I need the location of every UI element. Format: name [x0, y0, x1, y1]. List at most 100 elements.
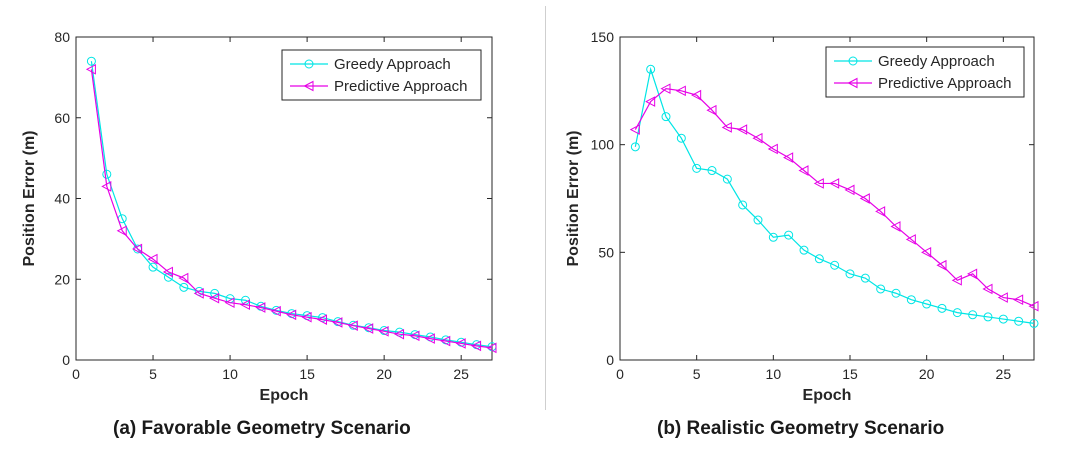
- y-tick-label: 50: [598, 244, 614, 260]
- data-point: [270, 305, 281, 317]
- y-axis-label: Position Error (m): [565, 130, 582, 266]
- x-tick-label: 25: [453, 366, 469, 382]
- data-point: [906, 295, 916, 305]
- data-point: [738, 200, 748, 210]
- data-point: [784, 230, 794, 240]
- data-point: [675, 85, 686, 97]
- data-point: [860, 273, 870, 283]
- data-point: [798, 165, 809, 176]
- legend: Greedy Approach Predictive Approach: [281, 49, 482, 101]
- y-tick-label: 40: [54, 191, 70, 207]
- legend-box: [281, 49, 482, 101]
- data-point: [455, 338, 466, 349]
- data-point: [937, 303, 947, 313]
- data-point: [209, 292, 220, 304]
- x-tick-label: 0: [72, 366, 80, 382]
- data-point: [752, 132, 763, 144]
- series-line: [90, 69, 493, 349]
- data-point: [645, 96, 656, 107]
- data-point: [1029, 318, 1039, 328]
- data-point: [347, 320, 358, 332]
- data-point: [316, 314, 328, 325]
- data-point: [148, 262, 158, 272]
- data-point: [998, 314, 1008, 324]
- data-point: [951, 274, 962, 286]
- data-point: [85, 63, 96, 75]
- data-point: [86, 56, 96, 66]
- data-point: [661, 112, 671, 122]
- data-point: [922, 299, 932, 309]
- data-point: [753, 215, 763, 225]
- series-greedy: [630, 64, 1039, 328]
- data-point: [829, 178, 840, 189]
- data-point: [224, 297, 235, 308]
- panel-divider: [545, 6, 546, 410]
- data-point: [997, 292, 1008, 303]
- data-point: [660, 83, 671, 95]
- y-tick-label: 0: [62, 352, 70, 368]
- data-point: [630, 142, 640, 152]
- data-point: [178, 272, 189, 284]
- data-point: [968, 310, 978, 320]
- caption-b: (b) Realistic Geometry Scenario: [657, 418, 945, 439]
- data-point: [646, 64, 656, 74]
- data-point: [983, 312, 993, 322]
- data-point: [409, 330, 420, 342]
- chart-favorable-geometry: 0 5 10 15 20 25 0 20 40 60 80 Epoch Position Error (…: [21, 29, 497, 404]
- data-point: [239, 299, 250, 311]
- data-point: [102, 169, 112, 179]
- y-tick-label: 60: [54, 110, 70, 126]
- legend-label: Predictive Approach: [878, 75, 1011, 92]
- data-point: [891, 288, 901, 298]
- y-tick-label: 20: [54, 271, 70, 287]
- data-point: [890, 221, 901, 232]
- data-point: [286, 309, 297, 321]
- data-point: [799, 245, 809, 255]
- data-point: [162, 266, 173, 278]
- x-tick-label: 20: [919, 366, 935, 382]
- data-point: [767, 143, 778, 155]
- x-axis-label: Epoch: [803, 387, 852, 404]
- data-point: [737, 124, 748, 135]
- series-line: [634, 88, 1035, 307]
- data-point: [179, 282, 189, 292]
- data-point: [147, 253, 158, 265]
- data-point: [440, 335, 451, 347]
- data-point: [936, 259, 947, 271]
- data-point: [1013, 294, 1024, 306]
- data-point: [768, 232, 778, 242]
- data-point: [301, 311, 312, 323]
- data-point: [721, 122, 732, 133]
- x-tick-label: 10: [766, 366, 782, 382]
- data-point: [952, 308, 962, 318]
- series-predictive: [85, 63, 497, 354]
- legend-marker: [848, 56, 858, 66]
- data-point: [424, 333, 435, 344]
- data-point: [255, 302, 266, 313]
- legend-marker: [304, 59, 314, 69]
- data-point: [783, 152, 794, 163]
- data-point: [132, 243, 143, 255]
- x-tick-label: 15: [299, 366, 315, 382]
- data-point: [116, 225, 127, 237]
- data-point: [813, 178, 824, 189]
- legend-marker: [847, 77, 858, 89]
- x-tick-label: 25: [996, 366, 1012, 382]
- data-point: [1014, 316, 1024, 326]
- legend-label: Predictive Approach: [334, 78, 467, 95]
- legend-label: Greedy Approach: [878, 53, 995, 70]
- x-tick-label: 5: [149, 366, 157, 382]
- data-point: [859, 193, 870, 204]
- data-point: [193, 288, 204, 299]
- x-tick-label: 5: [693, 366, 701, 382]
- y-tick-label: 150: [591, 29, 615, 45]
- data-point: [471, 340, 482, 352]
- legend-label: Greedy Approach: [334, 56, 451, 73]
- data-point: [707, 166, 717, 176]
- x-axis-label: Epoch: [260, 387, 309, 404]
- data-point: [875, 206, 886, 217]
- data-point: [921, 247, 932, 258]
- data-point: [676, 133, 686, 143]
- data-point: [1028, 300, 1039, 312]
- data-point: [629, 124, 640, 135]
